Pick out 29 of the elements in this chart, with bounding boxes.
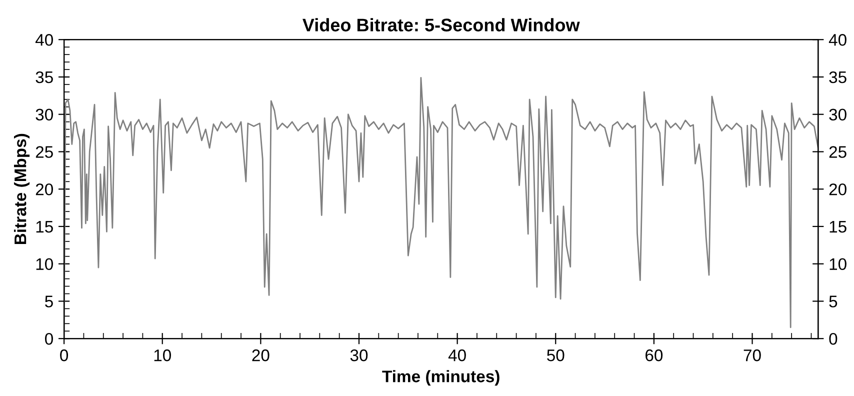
y2-tick-label: 15 [830,221,846,233]
chart-title: Video Bitrate: 5-Second Window [302,18,580,32]
y-tick-label: 35 [36,71,53,84]
y2-tick-label: 10 [830,258,846,270]
y-tick-label: 10 [36,258,53,270]
y-tick-label: 40 [35,34,53,46]
y2-tick-label: 5 [829,296,838,308]
x-tick-label: 60 [646,349,663,362]
y-tick-label: 20 [36,183,53,196]
y-axis-title: Bitrate (Mbps) [14,134,30,244]
y-tick-label: 25 [36,146,53,158]
x-tick-label: 0 [60,349,68,362]
x-tick-label: 70 [744,349,761,362]
y-tick-label: 30 [36,108,53,121]
y2-tick-label: 35 [829,71,846,84]
y-tick-label: 15 [36,221,53,233]
y2-tick-label: 25 [829,146,846,158]
x-tick-label: 50 [547,349,564,362]
y-tick-label: 5 [45,296,53,308]
x-tick-label: 10 [154,349,171,362]
x-tick-label: 20 [252,349,270,362]
y2-tick-label: 40 [828,34,846,46]
y-tick-label: 0 [45,332,53,345]
y2-tick-label: 30 [829,108,846,121]
x-tick-label: 40 [448,349,466,362]
y2-tick-label: 20 [829,183,846,196]
y2-tick-label: 0 [829,332,838,345]
x-axis-title: Time (minutes) [382,370,500,386]
x-tick-label: 30 [350,349,368,362]
